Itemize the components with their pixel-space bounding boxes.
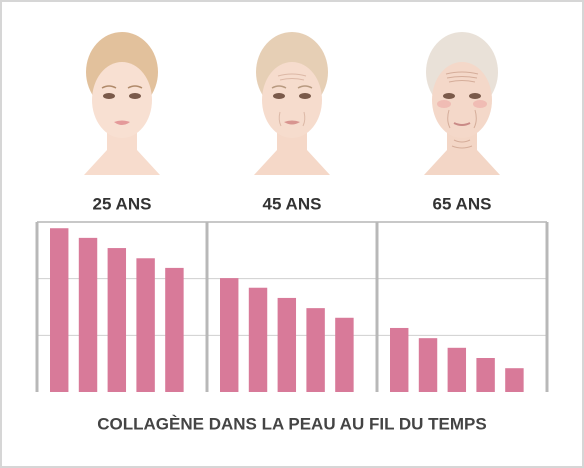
age-label: 25 ANS xyxy=(93,194,152,213)
face-old xyxy=(424,32,500,175)
face-young xyxy=(84,32,160,175)
bar xyxy=(248,287,268,392)
bar xyxy=(476,358,495,392)
bar xyxy=(335,317,354,392)
bar xyxy=(390,327,409,392)
bar xyxy=(78,237,98,392)
bar xyxy=(165,267,184,392)
bar xyxy=(107,248,127,392)
bar xyxy=(505,368,524,392)
chart-title: COLLAGÈNE DANS LA PEAU AU FIL DU TEMPS xyxy=(97,414,486,433)
face-middle xyxy=(254,32,330,175)
bar xyxy=(277,297,297,392)
bar xyxy=(50,228,69,392)
bar xyxy=(136,258,155,392)
bar xyxy=(447,347,467,392)
plot xyxy=(35,221,549,392)
age-label: 45 ANS xyxy=(263,194,322,213)
bar xyxy=(220,278,239,392)
bar xyxy=(306,308,325,392)
age-label: 65 ANS xyxy=(433,194,492,213)
bar xyxy=(418,338,438,392)
